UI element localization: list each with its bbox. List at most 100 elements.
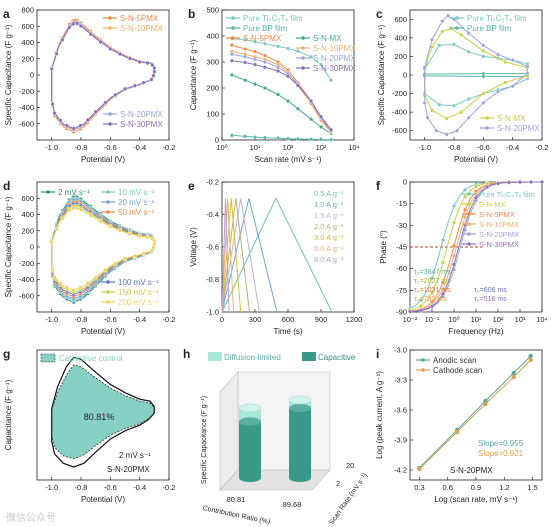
h-category-axis-label: Scan Rate (mV s⁻¹) <box>328 472 369 526</box>
a-x-axis-label: Potential (V) <box>81 155 125 164</box>
d-series-point <box>149 248 154 253</box>
b-series-point <box>229 58 234 63</box>
f-tau-annotation: τ₀=516 ms <box>474 296 507 303</box>
e-series-line <box>221 198 250 313</box>
f-y-tick-label: -30 <box>396 221 407 230</box>
d-series-point <box>64 285 69 290</box>
b-series-point <box>243 37 248 42</box>
i-series-point <box>528 357 533 363</box>
f-legend-entry-marker <box>467 222 471 226</box>
c-x-tick-label: -0.8 <box>448 143 461 152</box>
b-legend-entry-label: S-N-30PMX <box>313 64 356 73</box>
b-series-point <box>262 60 267 64</box>
f-legend-entry-label: S-N-30PMX <box>479 240 519 249</box>
i-y-axis-label: Log (peak current, A g⁻¹) <box>375 371 384 459</box>
a-series-point <box>78 123 83 128</box>
a-series-point <box>150 63 155 68</box>
f-panel-letter: f <box>376 179 381 193</box>
c-series-point <box>444 132 449 137</box>
a-y-tick-label: 400 <box>21 38 34 47</box>
e-x-tick-label: 300 <box>249 315 262 324</box>
f-tau-annotation: τ₀=2027 ms <box>414 278 451 285</box>
d-legend-entry-marker <box>46 190 50 194</box>
b-series-point <box>295 137 300 141</box>
f-legend-entry-marker <box>467 202 471 206</box>
i-y-tick-label: -3.0 <box>394 346 407 355</box>
b-legend-entry-marker <box>231 26 235 30</box>
d-series-point <box>137 234 142 239</box>
b-series-point <box>229 43 234 48</box>
f-tau-annotation: τ₀=3847 ms <box>414 269 451 276</box>
b-series-point <box>229 52 234 57</box>
c-series-point <box>440 29 445 34</box>
b-series-point <box>243 60 248 65</box>
c-series-point <box>496 89 500 94</box>
i-series-point <box>417 466 422 472</box>
b-y-tick-label: 500 <box>206 6 219 15</box>
c-series-point <box>466 49 471 54</box>
e-y-tick-label: -0.4 <box>206 210 219 219</box>
b-x-tick-label: 10⁴ <box>348 143 360 152</box>
c-x-axis-label: Potential (V) <box>454 155 498 164</box>
e-series-line <box>221 197 333 313</box>
f-series-point <box>452 262 456 267</box>
g-sample-label: S-N-20PMX <box>107 465 150 474</box>
b-series-point <box>262 41 267 46</box>
e-y-axis-label: Voltage (V) <box>189 227 198 267</box>
i-legend-entry-label: Cathode scan <box>433 366 482 375</box>
d-legend-entry-label: 100 mV s⁻¹ <box>118 278 159 287</box>
h-legend-swatch <box>208 352 222 361</box>
c-series-point <box>430 108 434 113</box>
c-series-point <box>444 116 449 121</box>
b-series-point <box>243 47 248 51</box>
e-legend-entry: 8.0 A g⁻¹ <box>314 255 344 264</box>
b-series-point <box>286 46 290 51</box>
d-series-point <box>113 261 118 266</box>
c-series-point <box>503 80 508 85</box>
a-legend-entry-marker <box>108 112 112 116</box>
c-series-line <box>424 43 528 107</box>
b-legend-entry-label: Pure BP film <box>243 24 288 33</box>
a-series-point <box>118 52 123 57</box>
d-x-tick-label: -0.4 <box>133 315 146 324</box>
f-x-tick-label: 10² <box>493 315 504 324</box>
f-legend-entry-label: S-N-MX <box>479 200 506 209</box>
c-series-point <box>422 100 427 105</box>
f-x-tick-label: 10⁻² <box>403 315 418 324</box>
f-series-point <box>452 243 456 248</box>
b-series-point <box>319 125 323 129</box>
c-series-point <box>525 71 530 76</box>
b-legend-entry-marker <box>301 36 305 40</box>
c-y-tick-label: 400 <box>394 33 407 42</box>
d-x-axis-label: Potential (V) <box>81 327 125 336</box>
d-series-point <box>75 205 80 210</box>
c-series-point <box>452 42 456 47</box>
c-x-tick-label: -0.6 <box>477 143 490 152</box>
d-x-tick-label: -0.8 <box>75 315 88 324</box>
c-y-tick-label: 600 <box>394 15 407 24</box>
g-plot-frame <box>36 349 170 481</box>
b-series-point <box>276 65 281 70</box>
c-legend-entry-label: S-N-20PMX <box>497 124 540 133</box>
b-series-point <box>286 99 290 103</box>
i-x-tick-label: 0.9 <box>471 483 481 492</box>
i-sample-label: S-N-20PMX <box>450 466 493 475</box>
d-series-point <box>108 224 113 229</box>
c-series-point <box>481 43 486 48</box>
c-series-point <box>446 13 451 18</box>
f-y-tick-label: -75 <box>396 286 407 295</box>
c-series-point <box>466 31 471 36</box>
c-series-line <box>424 73 528 77</box>
b-legend-entry-label: S-N-5PMX <box>243 34 282 43</box>
i-series-point <box>511 370 516 376</box>
c-legend-entry-label: Pure BP film <box>467 24 512 33</box>
b-series-point <box>328 127 333 132</box>
i-x-axis-label: Log (scan rate, mV s⁻¹) <box>434 495 518 504</box>
c-series-point <box>510 84 515 89</box>
b-series-point <box>253 57 257 62</box>
b-series-point <box>243 134 248 139</box>
a-series-point <box>145 61 150 65</box>
h-bar-top <box>288 395 312 405</box>
b-series-point <box>262 135 267 140</box>
